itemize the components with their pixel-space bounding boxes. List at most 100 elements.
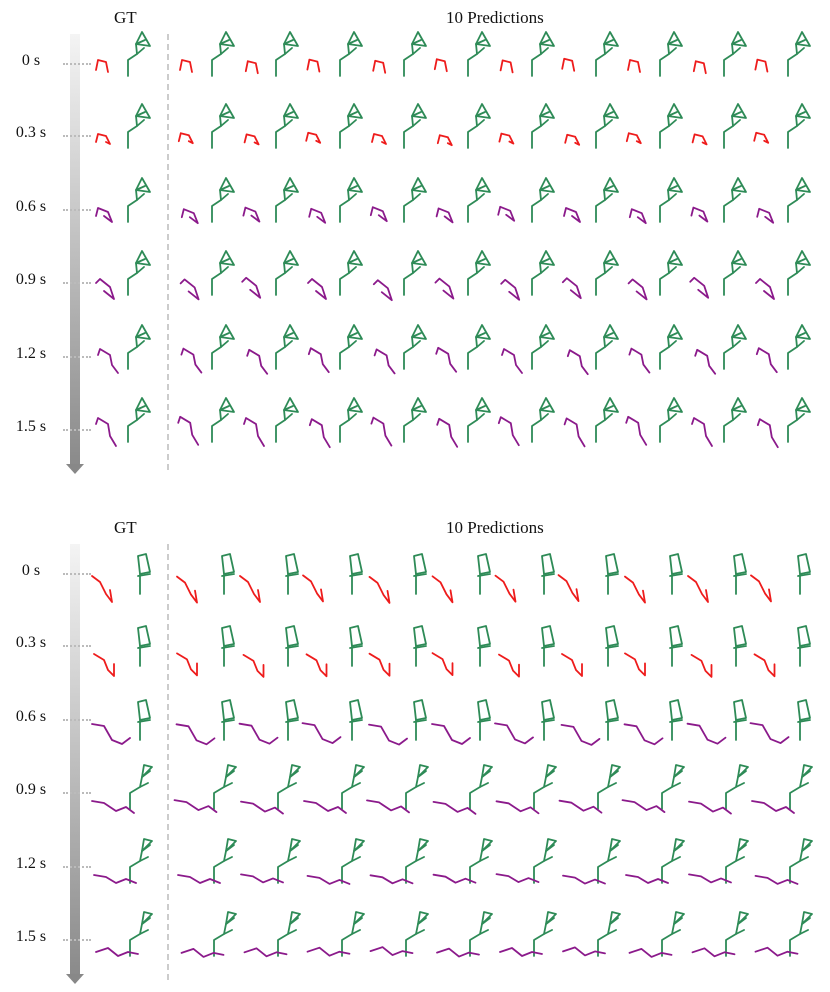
pose-body	[277, 844, 299, 884]
pose-head	[609, 764, 621, 778]
pose-arm	[605, 645, 619, 649]
predicted-pose	[436, 397, 491, 448]
pose-arm	[669, 645, 683, 649]
pose-body	[405, 770, 427, 810]
pose-body	[469, 844, 491, 884]
pose-head	[283, 31, 299, 47]
pose-body	[669, 699, 683, 741]
pose-head	[603, 31, 619, 47]
pose-head	[475, 324, 491, 340]
predicted-pose	[180, 911, 237, 958]
pose-head	[411, 397, 427, 413]
predicted-pose	[688, 764, 749, 815]
pose-head	[667, 177, 683, 193]
pose-head	[347, 177, 363, 193]
pose-limb	[499, 947, 543, 957]
predicted-pose	[687, 553, 747, 603]
time-label: 1.2 s	[15, 345, 47, 362]
pose-head	[667, 250, 683, 266]
predicted-pose	[368, 553, 427, 604]
pose-arm	[221, 573, 235, 577]
pose-arm	[287, 929, 297, 935]
pose-head	[475, 103, 491, 119]
pose-limb	[756, 207, 775, 224]
pose-arm	[348, 47, 357, 55]
pose-arm	[139, 856, 149, 862]
pose-arm	[796, 266, 805, 274]
pose-head	[731, 103, 747, 119]
pose-arm	[540, 340, 549, 348]
pose-limb	[623, 723, 664, 746]
pose-arm	[412, 119, 421, 127]
pose-limb	[97, 348, 119, 374]
predicted-pose	[755, 324, 811, 374]
predicted-pose	[686, 699, 747, 745]
pose-head	[481, 764, 493, 778]
pose-arm	[349, 719, 363, 723]
pose-head	[141, 838, 153, 852]
pose-arm	[732, 266, 741, 274]
time-dots	[63, 282, 91, 284]
pose-limb	[628, 947, 673, 958]
pose-head	[795, 397, 811, 413]
predicted-pose	[688, 838, 749, 884]
predicted-pose	[240, 838, 301, 884]
pose-arm	[412, 47, 421, 55]
pose-body	[405, 844, 427, 884]
pose-limb	[754, 946, 799, 957]
gt-pose	[93, 838, 153, 884]
pose-head	[411, 177, 427, 193]
predicted-pose	[560, 699, 619, 746]
pose-head	[737, 911, 749, 925]
pose-arm	[221, 719, 235, 723]
pose-head	[219, 103, 235, 119]
pose-limb	[753, 653, 776, 678]
pose-head	[135, 397, 151, 413]
pose-head	[673, 838, 685, 852]
pose-arm	[136, 266, 145, 274]
pose-limb	[624, 575, 646, 604]
pose-arm	[669, 573, 683, 577]
predicted-pose	[368, 625, 427, 677]
gt-pose	[95, 250, 151, 300]
pose-arm	[733, 719, 747, 723]
predicted-pose	[306, 31, 363, 77]
pose-arm	[733, 645, 747, 649]
pose-head	[673, 764, 685, 778]
pose-head	[347, 324, 363, 340]
pose-body	[541, 553, 555, 595]
predicted-pose	[368, 699, 427, 746]
predicted-pose	[176, 625, 235, 677]
time-dots	[63, 573, 91, 575]
predicted-pose	[754, 838, 813, 885]
pose-arm	[413, 645, 427, 649]
pose-limb	[499, 59, 514, 74]
pose-limb	[180, 947, 225, 958]
pose-head	[225, 911, 237, 925]
predicted-pose	[308, 397, 363, 449]
predicted-pose	[431, 553, 491, 604]
pose-head	[475, 250, 491, 266]
pose-arm	[136, 340, 145, 348]
predicted-pose	[243, 911, 301, 958]
pose-arm	[415, 782, 425, 788]
predicted-pose	[431, 625, 491, 677]
pose-arm	[735, 929, 745, 935]
pose-arm	[477, 719, 491, 723]
pose-arm	[607, 782, 617, 788]
pose-arm	[284, 119, 293, 127]
pose-body	[661, 844, 683, 884]
pose-head	[283, 397, 299, 413]
pose-arm	[287, 856, 297, 862]
predicted-pose	[306, 838, 365, 885]
predicted-pose	[499, 911, 557, 957]
pose-head	[539, 397, 555, 413]
predicted-pose	[244, 31, 299, 77]
pose-arm	[284, 413, 293, 421]
predicted-pose	[624, 553, 683, 604]
pose-arm	[671, 929, 681, 935]
pose-arm	[137, 645, 151, 649]
pose-body	[469, 917, 491, 957]
pose-arm	[220, 340, 229, 348]
pose-arm	[668, 266, 677, 274]
